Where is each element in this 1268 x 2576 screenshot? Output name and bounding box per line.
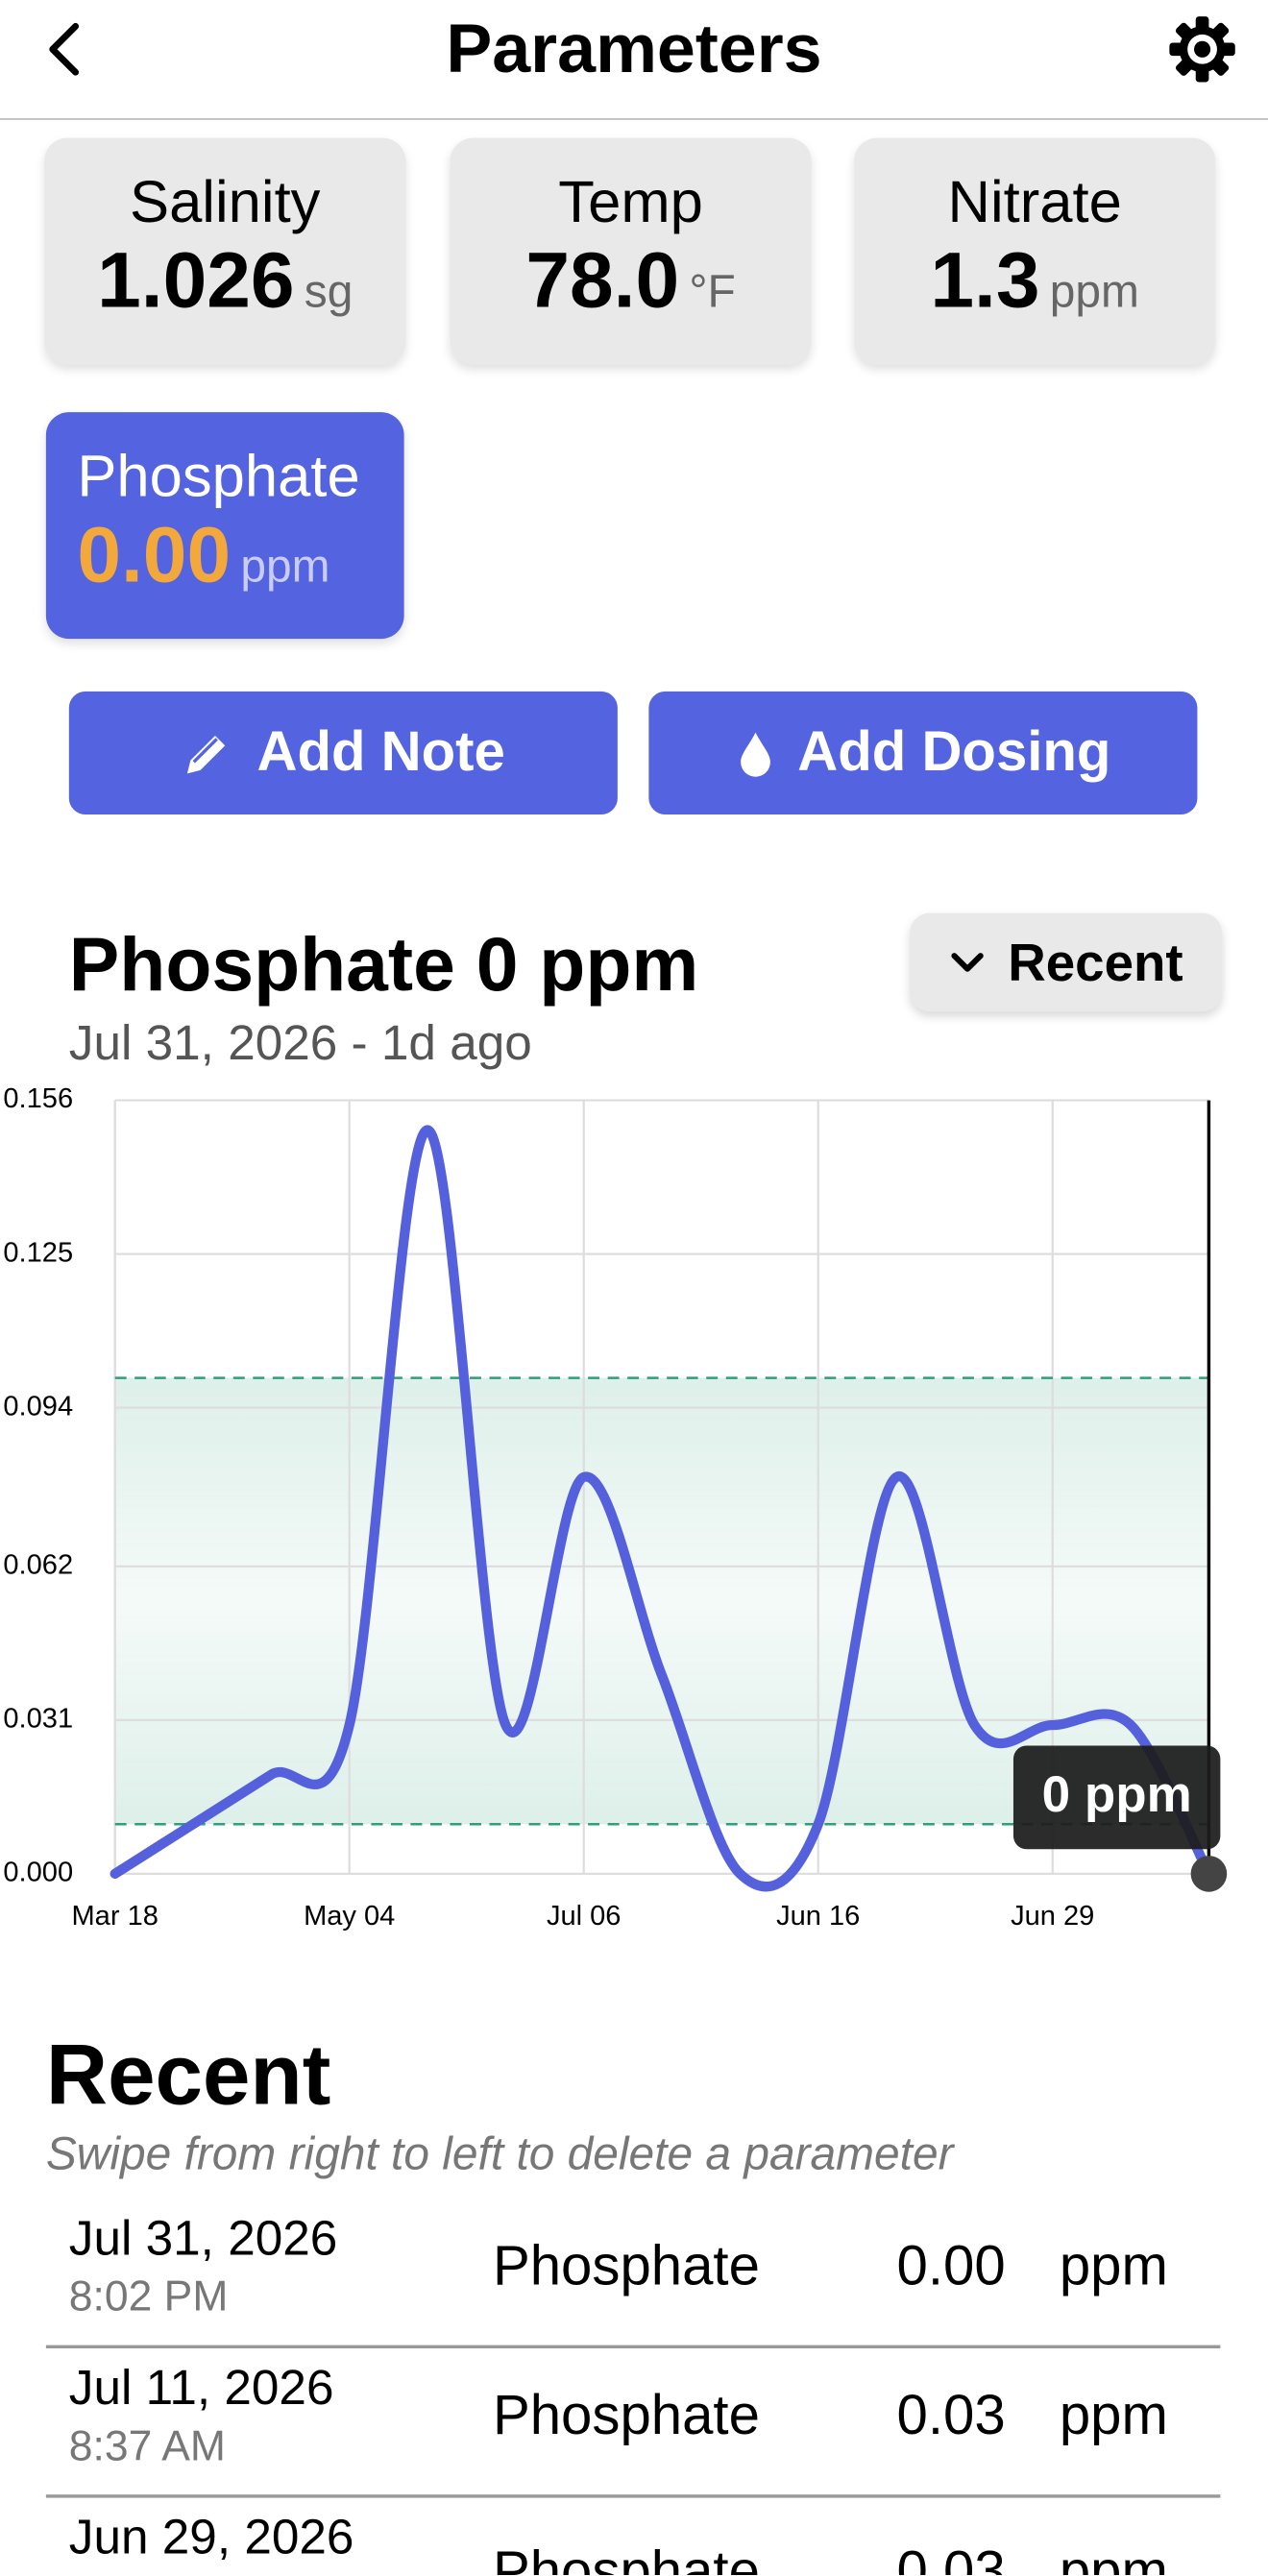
x-tick-label: May 04 [304,1901,395,1932]
tooltip-box [1012,1745,1221,1850]
card-value: 1.026 [97,237,295,326]
y-tick-label: 0.000 [3,1858,73,1888]
x-tick-label: Mar 18 [71,1901,158,1932]
row-parameter: Phosphate [492,2235,760,2298]
chart-subtitle: Jul 31, 2026 - 1d ago [68,1016,532,1071]
row-value: 0.03 [896,2540,1006,2575]
drop-icon [740,731,770,776]
card-unit: sg [304,265,354,317]
range-dropdown[interactable]: Recent [910,912,1223,1012]
card-value: 0.00 [77,512,232,600]
parameter-card[interactable]: Salinity 1.026 sg [44,137,406,365]
y-tick-label: 0.125 [3,1237,73,1268]
card-label: Phosphate [77,441,360,510]
row-value: 0.03 [896,2384,1006,2447]
row-parameter: Phosphate [492,2540,760,2575]
button-label: Add Dosing [797,720,1111,784]
y-tick-label: 0.094 [3,1391,73,1422]
data-line [110,1125,1214,1892]
card-unit: ppm [240,540,330,592]
card-label: Temp [558,167,703,235]
row-unit: ppm [1059,2235,1168,2298]
card-unit: °F [689,265,736,317]
settings-button[interactable] [1166,13,1238,85]
chart-title: Phosphate 0 ppm [68,921,699,1008]
parameter-card[interactable]: Nitrate 1.3 ppm [854,137,1216,365]
recent-row[interactable]: Jul 11, 2026 8:37 AM Phosphate 0.03 ppm [45,2345,1221,2498]
row-unit: ppm [1059,2384,1168,2447]
header-divider [0,118,1268,120]
parameter-card[interactable]: Phosphate 0.00 ppm [45,412,404,640]
y-tick-label: 0.062 [3,1549,73,1580]
add-note-button[interactable]: Add Note [68,691,618,815]
recent-row[interactable]: Jul 31, 2026 8:02 PM Phosphate 0.00 ppm [45,2196,1221,2349]
card-value: 1.3 [930,237,1040,326]
x-tick-label: Jun 16 [776,1901,860,1932]
section-title: Recent [45,2028,331,2124]
recent-row[interactable]: Jun 29, 2026 Phosphate 0.03 ppm [46,2494,1221,2575]
section-hint: Swipe from right to left to delete a par… [45,2127,954,2179]
row-date: Jun 29, 2026 [68,2511,354,2565]
tooltip-text: 0 ppm [1042,1766,1192,1823]
chart: 0.000 0.031 0.062 0.094 0.125 0.156 Mar 18 May … [3,1083,1228,1932]
chevron-down [950,953,984,972]
row-value: 0.00 [896,2235,1006,2298]
card-label: Nitrate [947,167,1122,235]
pencil-icon [187,735,227,773]
back-button[interactable] [39,20,88,80]
row-date: Jul 11, 2026 [68,2361,334,2417]
page-title: Parameters [446,10,822,87]
y-tick-label: 0.156 [3,1083,73,1114]
row-parameter: Phosphate [492,2384,760,2447]
selected-point [1190,1856,1228,1892]
card-value: 78.0 [525,237,680,326]
dropdown-label: Recent [1008,932,1183,991]
parameter-card[interactable]: Temp 78.0 °F [450,137,812,365]
x-tick-label: Jul 06 [547,1901,622,1932]
card-unit: ppm [1049,265,1139,317]
button-label: Add Note [256,720,505,784]
row-time: 8:02 PM [68,2271,229,2321]
row-time: 8:37 AM [68,2420,226,2470]
row-date: Jul 31, 2026 [68,2212,338,2267]
add-dosing-button[interactable]: Add Dosing [648,691,1198,815]
x-tick-label: Jun 29 [1011,1901,1094,1932]
card-label: Salinity [130,167,321,235]
row-unit: ppm [1059,2540,1168,2575]
y-tick-label: 0.031 [3,1704,73,1735]
